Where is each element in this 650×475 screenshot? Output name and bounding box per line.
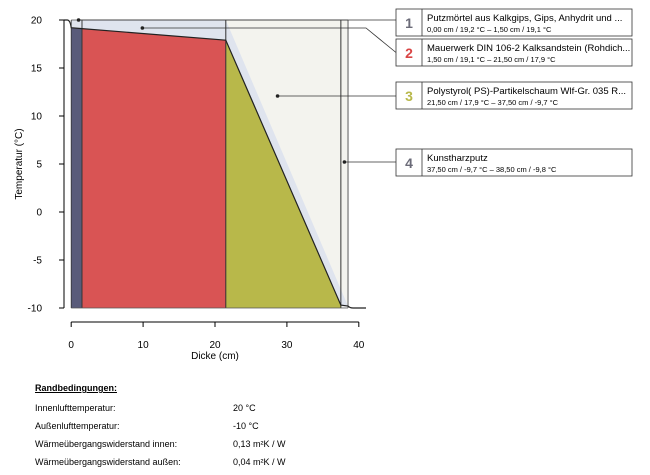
layer-fill-1 [71,27,82,309]
legend-number: 2 [405,45,413,61]
legend-number: 4 [405,155,413,171]
condition-label: Wärmeübergangswiderstand innen: [35,439,178,449]
y-tick-label: -5 [33,256,42,267]
legend-layer-range: 21,50 cm / 17,9 °C – 37,50 cm / -9,7 °C [427,98,559,107]
legend-entry-3: 3 Polystyrol( PS)-Partikelschaum Wlf-Gr. … [275,81,633,110]
y-tick-label: 10 [31,112,43,123]
legend-entry-1: 1 Putzmörtel aus Kalkgips, Gips, Anhydrit… [76,8,633,37]
y-tick-label: 0 [36,208,42,219]
y-tick-label: 20 [31,16,43,27]
legend-layer-range: 37,50 cm / -9,7 °C – 38,50 cm / -9,8 °C [427,165,557,174]
legend-box [395,148,633,177]
condition-label: Wärmeübergangswiderstand außen: [35,457,181,467]
condition-value: 0,13 m²K / W [233,439,286,449]
condition-value: 20 °C [233,403,256,413]
legend-box [395,81,633,110]
x-tick-label: 0 [68,340,74,351]
condition-label: Innenlufttemperatur: [35,403,116,413]
legend-layer-range: 1,50 cm / 19,1 °C – 21,50 cm / 17,9 °C [427,55,556,64]
y-axis-title: Temperatur (°C) [14,128,25,199]
x-axis-title: Dicke (cm) [191,351,239,362]
legend-number: 3 [405,88,413,104]
temperature-curve [64,19,366,309]
x-tick-label: 10 [138,340,150,351]
x-tick-label: 30 [281,340,293,351]
legend-layer-name: Kunstharzputz [427,153,488,164]
x-tick-label: 20 [209,340,221,351]
legend-box [395,8,633,37]
axes: 20 15 10 5 0 -5 -10 0 10 20 30 40 Dicke (cm) Temperat… [14,16,365,363]
condition-row: Wärmeübergangswiderstand innen: 0,13 m²K… [35,439,635,457]
condition-value: -10 °C [233,421,259,431]
condition-value: 0,04 m²K / W [233,457,286,467]
legend-box [395,38,633,67]
legend-number: 1 [405,15,413,31]
boundary-conditions-title: Randbedingungen: [35,383,117,393]
condition-row: Wärmeübergangswiderstand außen: 0,04 m²K… [35,457,635,475]
layer-fill-2 [81,28,226,308]
x-tick-label: 40 [353,340,365,351]
legend-layer-range: 0,00 cm / 19,2 °C – 1,50 cm / 19,1 °C [427,25,552,34]
boundary-conditions: Randbedingungen: Innenlufttemperatur: 20… [35,383,635,475]
legend-anchor-dot [140,26,145,30]
legend-leader-line [142,27,397,53]
condition-row: Innenlufttemperatur: 20 °C [35,403,635,421]
y-tick-label: -10 [28,304,43,315]
legend-entry-2: 2 Mauerwerk DIN 106-2 Kalksandstein (Rohd… [140,26,633,67]
legend-anchor-dot [342,160,347,164]
layer-legend: 1 Putzmörtel aus Kalkgips, Gips, Anhydrit… [76,8,633,177]
legend-anchor-dot [76,18,81,22]
temperature-profile-chart: 20 15 10 5 0 -5 -10 0 10 20 30 40 Dicke (cm) Temperat… [14,8,633,363]
legend-anchor-dot [275,94,280,98]
legend-layer-name: Polystyrol( PS)-Partikelschaum Wlf-Gr. 0… [427,86,626,97]
condition-label: Außenlufttemperatur: [35,421,120,431]
legend-layer-name: Putzmörtel aus Kalkgips, Gips, Anhydrit … [427,13,622,24]
plot-area [64,19,366,309]
y-tick-label: 15 [31,64,43,75]
y-tick-label: 5 [36,160,42,171]
condition-row: Außenlufttemperatur: -10 °C [35,421,635,439]
legend-layer-name: Mauerwerk DIN 106-2 Kalksandstein (Rohdi… [427,43,630,54]
